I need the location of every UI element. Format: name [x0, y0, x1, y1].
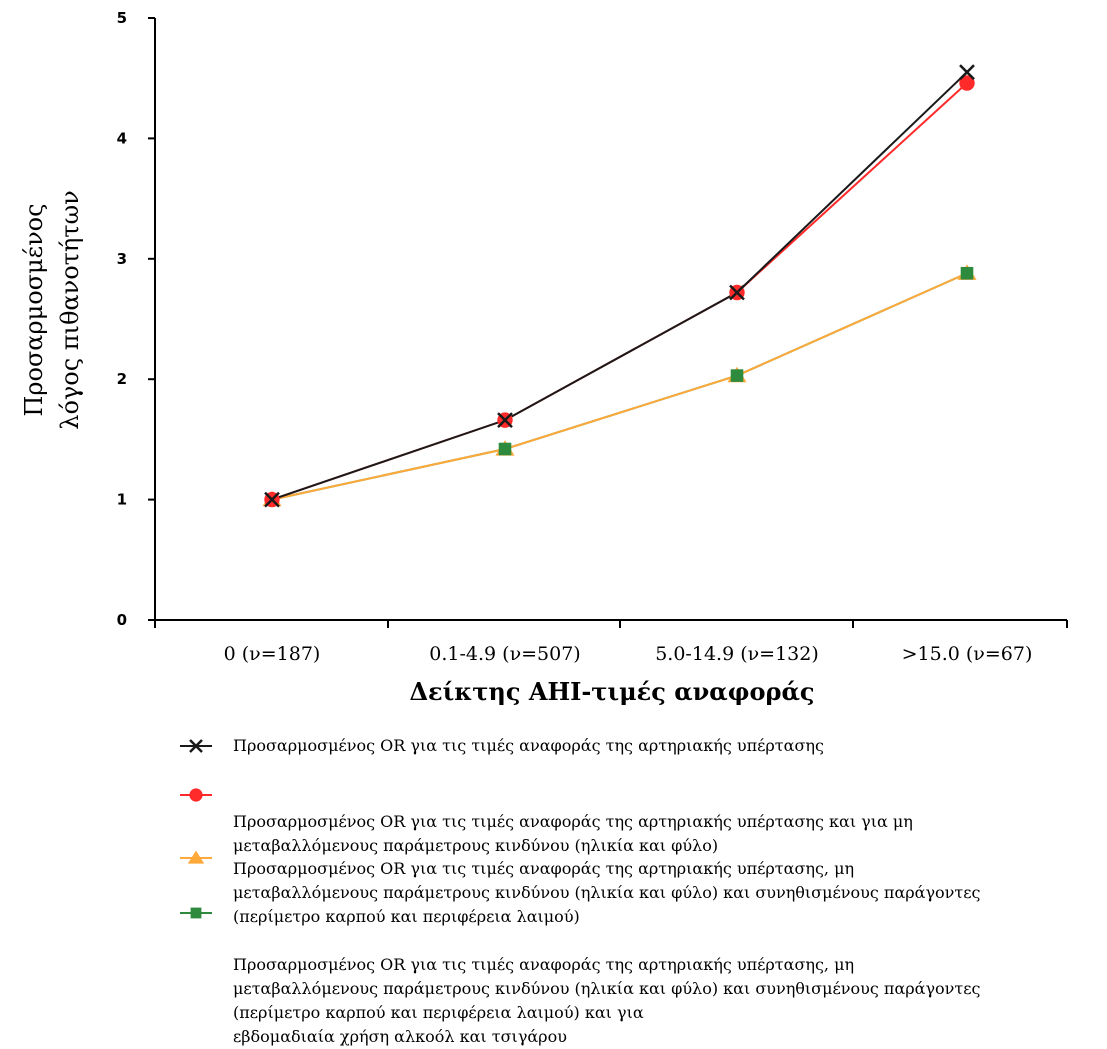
legend-label-3-line-2: μεταβαλλόμενους παράμετρους κινδύνου (ηλ…: [233, 883, 981, 902]
legend-marker-symbol-1: [189, 739, 203, 753]
x-tick-label: 0 (ν=187): [224, 643, 321, 665]
y-tick-label: 2: [117, 370, 127, 388]
series-markers: [262, 64, 977, 508]
series-line-2: [271, 82, 968, 501]
y-tick-label: 3: [117, 250, 127, 268]
x-ticks: 0 (ν=187) 0.1-4.9 (ν=507) 5.0-14.9 (ν=132)…: [154, 620, 1068, 665]
legend-marker-1: [180, 739, 212, 753]
legend-label-2-line-1: Προσαρμοσμένος OR για τις τιμές αναφοράς…: [233, 812, 913, 831]
y-tick-label: 5: [117, 9, 127, 27]
y-ticks: 0 1 2 3 4 5: [117, 9, 155, 629]
series-line-3: [271, 272, 968, 501]
legend-marker-symbol-2: [189, 788, 203, 802]
legend-label-4-line-1: Προσαρμοσμένος OR για τις τιμές αναφοράς…: [233, 955, 855, 974]
legend-label-3-line-1: Προσαρμοσμένος OR για τις τιμές αναφοράς…: [233, 859, 855, 878]
y-tick-label: 1: [117, 491, 127, 509]
x-tick-label: 0.1-4.9 (ν=507): [429, 643, 580, 665]
series-line-1: [271, 71, 968, 501]
legend-label-4-line-4: εβδομαδιαία χρήση αλκοόλ και τσιγάρου: [233, 1027, 567, 1046]
x-tick-label: 5.0-14.9 (ν=132): [655, 643, 819, 665]
data-point-series-1: [959, 64, 975, 81]
series-line-4: [271, 272, 968, 501]
legend-marker-4: [180, 907, 212, 919]
legend-label-1-line-1: Προσαρμοσμένος OR για τις τιμές αναφοράς…: [233, 736, 824, 755]
y-tick-label: 4: [117, 129, 127, 147]
legend-label-2-line-2: μεταβαλλόμενους παράμετρους κινδύνου (ηλ…: [233, 836, 719, 855]
data-point-series-2: [959, 75, 975, 91]
y-axis-label-line-2: λόγος πιθανοτήτων: [56, 190, 84, 430]
data-point-series-4: [960, 266, 974, 280]
legend-marker-3: [180, 850, 212, 864]
data-point-series-1: [264, 491, 280, 508]
data-point-series-4: [498, 442, 512, 456]
legend-marker-2: [180, 788, 212, 802]
legend-marker-symbol-3: [187, 850, 205, 864]
legend-label-3-line-3: (περίμετρο καρπού και περιφέρεια λαιμού): [233, 907, 580, 926]
x-axis-label: Δείκτης AHI-τιμές αναφοράς: [409, 677, 814, 706]
data-point-series-4: [730, 369, 744, 382]
y-tick-label: 0: [117, 611, 127, 629]
data-point-series-1: [497, 412, 513, 429]
x-tick-label: >15.0 (ν=67): [902, 643, 1033, 665]
axes: [154, 18, 1067, 621]
legend-label-4-line-2: μεταβαλλόμενους παράμετρους κινδύνου (ηλ…: [233, 979, 981, 998]
data-point-series-1: [729, 284, 745, 301]
legend-marker-symbol-4: [190, 907, 202, 919]
series-lines: [271, 71, 968, 501]
y-axis-label-line-1: Προσαρμοσμένος: [20, 203, 48, 416]
legend-label-4-line-3: (περίμετρο καρπού και περιφέρεια λαιμού)…: [233, 1003, 644, 1022]
chart: 0 1 2 3 4 5 0 (ν=187) 0.1-4.9 (ν=507) 5.0-14.9 …: [20, 9, 1068, 706]
